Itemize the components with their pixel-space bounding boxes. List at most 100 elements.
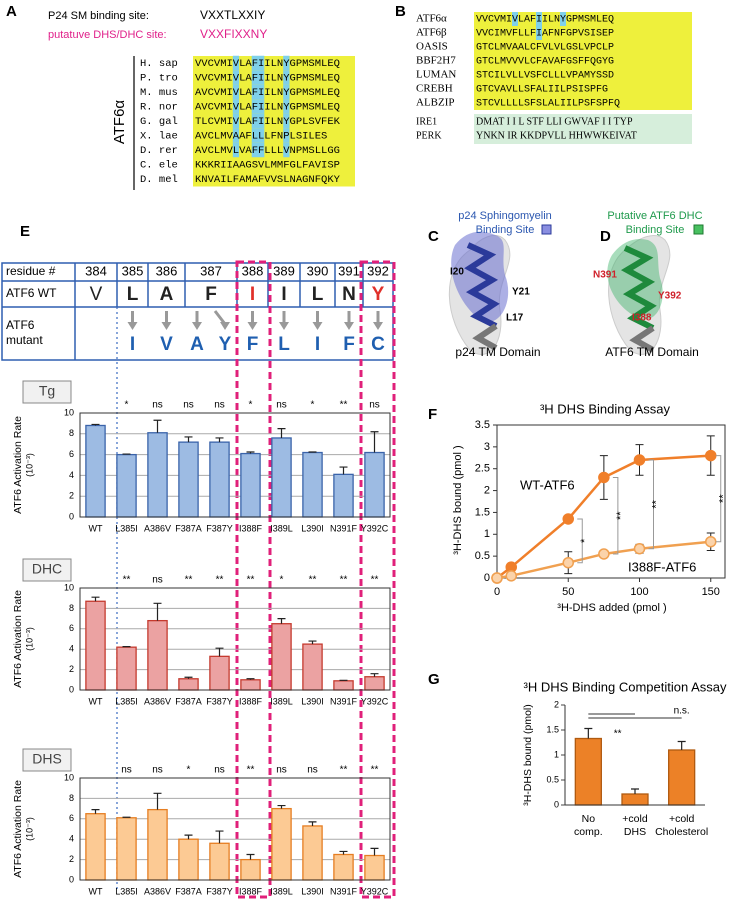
- site-motif: VXXFIXXNY: [200, 27, 267, 41]
- x-tick-label: I388F: [239, 523, 263, 533]
- bar: [178, 678, 199, 691]
- species-name: D. rer: [140, 145, 178, 157]
- significance-label: **: [615, 511, 627, 520]
- chart-title: DHS: [32, 751, 62, 767]
- conserved-highlight: [258, 113, 265, 129]
- mutation-arrowhead: [279, 322, 289, 330]
- y-tick-label: 0.5: [475, 550, 490, 562]
- row-label: ATF6: [6, 318, 35, 332]
- condition-box: [22, 380, 72, 404]
- error-bar: [677, 740, 686, 750]
- conserved-highlight: [232, 142, 240, 158]
- conserved-highlight: [283, 84, 290, 100]
- error-bar: [122, 816, 131, 818]
- x-tick-label: N391F: [330, 696, 358, 706]
- y-tick-label: 3.5: [475, 419, 490, 431]
- data-point: [562, 556, 574, 569]
- protein-name: OASIS: [416, 41, 448, 53]
- conserved-highlight: [232, 128, 240, 143]
- wild-type-residue: F: [205, 284, 217, 305]
- x-tick-label: L385I: [115, 696, 138, 706]
- error-bar: [277, 804, 286, 809]
- y-axis-label: (10⁻³): [24, 627, 34, 651]
- bar-chart: [22, 748, 72, 772]
- error-bar: [215, 830, 224, 844]
- error-bar: [215, 437, 224, 443]
- y-tick-label: 10: [64, 582, 74, 592]
- bar: [240, 858, 261, 881]
- significance-label: **: [340, 575, 348, 586]
- bar: [209, 441, 230, 518]
- error-bar: [631, 788, 639, 794]
- protein-name: ATF6α: [111, 100, 128, 145]
- chart-title: ³H DHS Binding Assay: [540, 401, 671, 416]
- bar: [116, 646, 137, 691]
- chart-title: DHC: [32, 561, 62, 577]
- error-bar: [370, 673, 379, 677]
- error-bar: [308, 451, 317, 453]
- sequence: AVCLMVLVAFFLLLVNPMSLLGG: [195, 145, 340, 157]
- residue-label: N391: [593, 270, 617, 281]
- mutant-residue: F: [247, 334, 259, 355]
- sequence-background: [193, 56, 355, 187]
- error-bar: [246, 451, 255, 454]
- x-tick-label: I389L: [270, 523, 293, 533]
- y-tick-label: 4: [69, 644, 74, 654]
- x-tick-label: comp.: [574, 826, 603, 838]
- x-tick-label: +cold: [669, 813, 695, 825]
- bar: [621, 793, 649, 806]
- bar: [333, 853, 354, 881]
- error-bar: [246, 678, 255, 680]
- sequence: YNKN IR KKDPVLL HHWWKEIVAT: [476, 130, 637, 141]
- x-tick-label: L390I: [301, 886, 324, 896]
- error-bar: [370, 431, 379, 453]
- significance-label: **: [216, 575, 224, 586]
- site-motif: VXXTLXXIY: [200, 8, 265, 22]
- sequence: GTCLMVAALCFVLVLGSLVPCLP: [476, 43, 614, 54]
- plot-frame: [79, 587, 391, 691]
- bar: [240, 452, 261, 518]
- wild-type-residue: I: [250, 284, 255, 305]
- panel-label: E: [20, 223, 30, 240]
- conserved-highlight: [283, 128, 290, 143]
- x-tick-label: F387Y: [206, 696, 233, 706]
- bar: [271, 437, 292, 518]
- x-tick-label: L385I: [115, 886, 138, 896]
- significance-label: **: [340, 765, 348, 776]
- y-tick-label: 1: [554, 749, 559, 759]
- x-tick-label: 50: [562, 586, 574, 598]
- y-tick-label: 8: [69, 603, 74, 613]
- significance-label: ns: [307, 765, 318, 776]
- sequence: STCILVLLVSFCLLLVPAMYSSD: [476, 71, 614, 82]
- x-tick-label: I388F: [239, 886, 263, 896]
- x-tick-label: L385I: [115, 523, 138, 533]
- x-tick-label: Y392C: [361, 523, 389, 533]
- significance-label: *: [311, 400, 315, 411]
- bar: [147, 619, 168, 691]
- bar: [116, 817, 137, 881]
- sequence: TLCVMIVLAFIILNYGPLSVFEK: [195, 116, 341, 128]
- significance-label: *: [249, 400, 253, 411]
- conserved-highlight: [283, 55, 290, 71]
- conserved-highlight: [283, 113, 290, 129]
- conserved-highlight: [251, 84, 258, 100]
- significance-bracket: [715, 455, 722, 543]
- conserved-highlight: [283, 70, 290, 85]
- significance-label: ns: [152, 575, 163, 586]
- significance-label: **: [123, 575, 131, 586]
- wild-type-residue: I: [281, 284, 286, 305]
- y-tick-label: 0: [484, 572, 490, 584]
- bar: [85, 600, 106, 691]
- species-name: R. nor: [140, 101, 178, 113]
- bar: [240, 679, 261, 691]
- x-tick-label: N391F: [330, 523, 358, 533]
- y-axis-label: (10⁻³): [24, 453, 34, 477]
- mutant-residue: Y: [219, 334, 232, 355]
- conserved-highlight: [232, 113, 240, 129]
- helix: [472, 323, 498, 351]
- plot-frame: [79, 412, 391, 518]
- bar: [85, 813, 106, 881]
- conserved-highlight: [536, 12, 542, 26]
- error-bar: [153, 419, 162, 433]
- x-tick-label: Y392C: [361, 696, 389, 706]
